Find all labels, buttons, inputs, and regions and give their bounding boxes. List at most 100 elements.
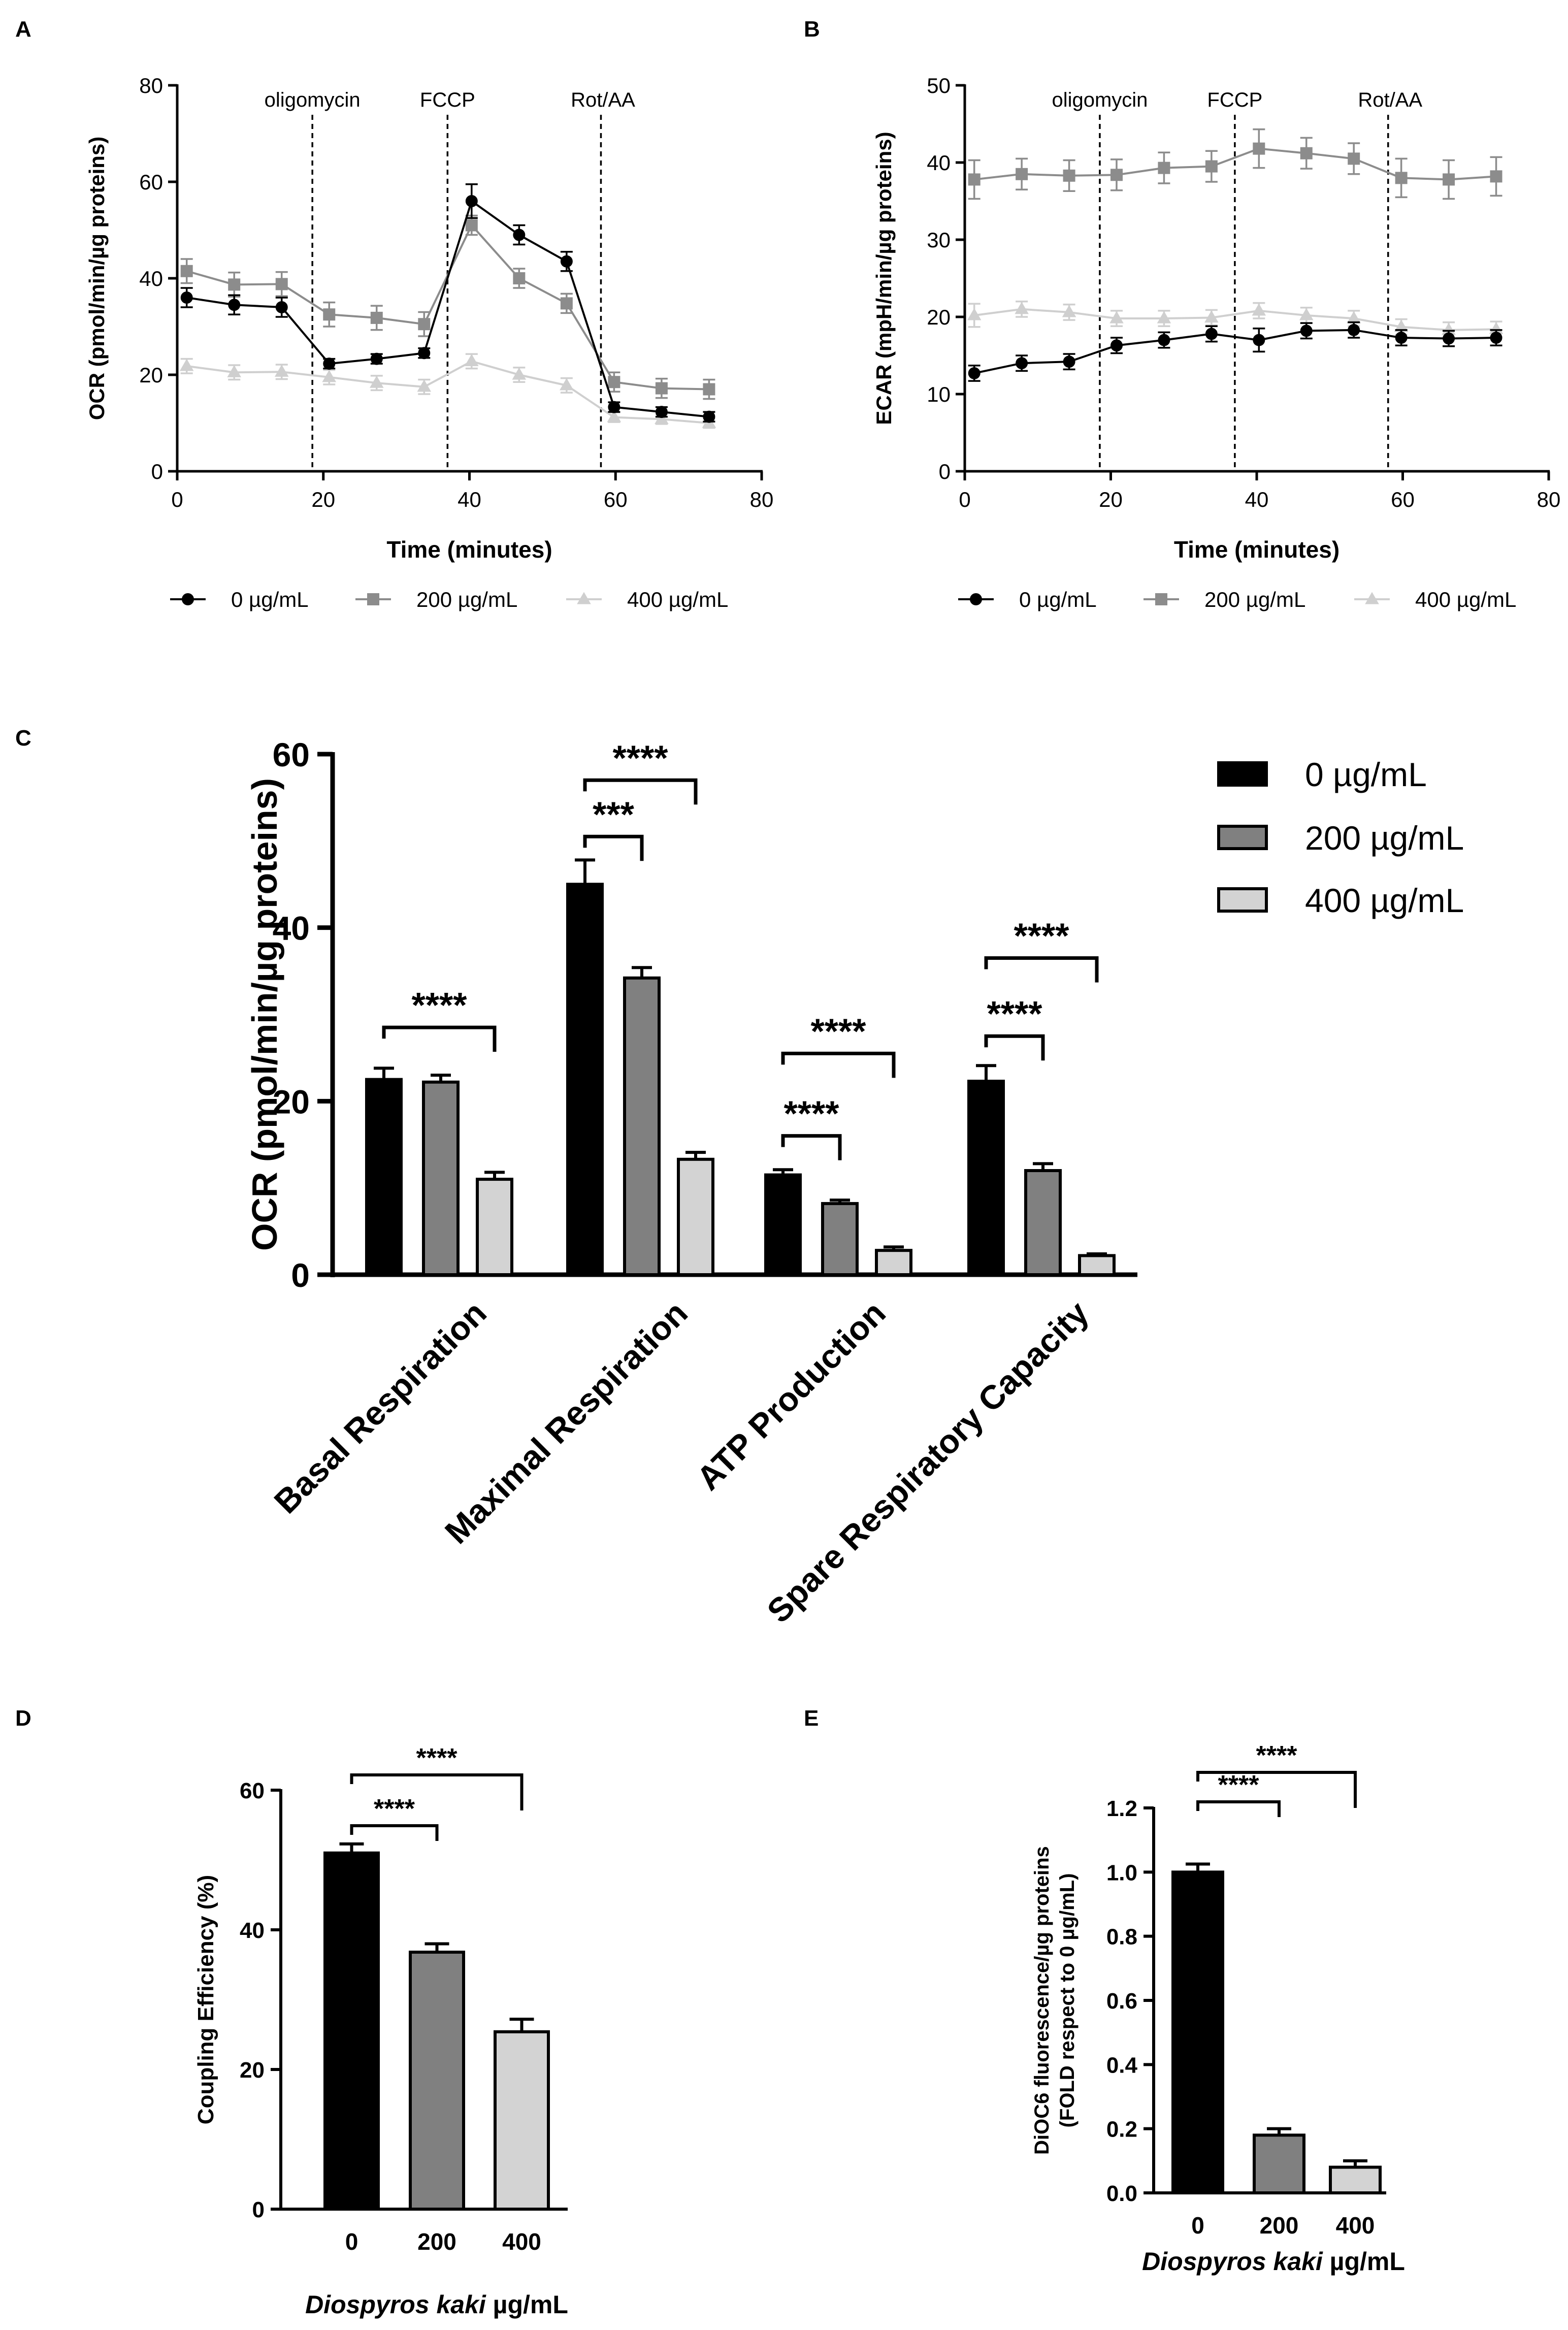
x-tick-label: 200 <box>417 2228 456 2255</box>
data-point <box>1015 302 1029 314</box>
y-tick-label: 80 <box>139 74 163 98</box>
significance-stars: **** <box>416 1743 458 1773</box>
x-axis-title: Time (minutes) <box>1174 536 1340 563</box>
x-tick-label: 0 <box>171 488 183 511</box>
y-axis-title: Coupling Efficiency (%) <box>193 1875 218 2124</box>
y-tick-label: 0 <box>151 460 163 483</box>
data-point <box>228 299 241 311</box>
significance-bracket: **** <box>984 916 1099 983</box>
y-axis-title: OCR (pmol/min/µg proteins) <box>85 137 109 420</box>
bracket-line <box>781 1051 896 1078</box>
significance-bracket: **** <box>350 1743 524 1810</box>
significance-stars: **** <box>1256 1741 1298 1770</box>
bar <box>494 2030 550 2211</box>
data-point <box>513 229 526 241</box>
data-point <box>560 297 573 310</box>
data-point <box>1205 160 1218 173</box>
legend-label: 0 µg/mL <box>1019 588 1097 611</box>
data-point <box>465 219 478 232</box>
bracket-line <box>382 1025 497 1052</box>
data-point <box>369 375 384 388</box>
data-point <box>1063 355 1075 368</box>
legend-swatch <box>1217 825 1268 850</box>
data-point <box>1300 147 1313 159</box>
data-point <box>1158 161 1170 174</box>
category-label: ATP Production <box>689 1294 893 1498</box>
significance-stars: *** <box>593 794 634 834</box>
data-point <box>1016 168 1028 180</box>
significance-bracket: **** <box>984 994 1045 1061</box>
bar <box>323 1851 380 2211</box>
legend-item: 400 µg/mL <box>1217 882 1464 919</box>
x-tick-label: 60 <box>1391 488 1415 511</box>
x-tick-label: 80 <box>1537 488 1561 511</box>
data-point <box>1489 321 1504 334</box>
legend-marker <box>367 593 379 605</box>
significance-bracket: **** <box>583 738 698 805</box>
legend-label: 0 µg/mL <box>231 588 309 611</box>
bar <box>1024 1169 1062 1276</box>
data-point <box>968 367 981 379</box>
y-tick-label: 60 <box>139 170 163 194</box>
y-tick-label: 0.4 <box>1106 2053 1138 2078</box>
legend-marker <box>970 593 982 605</box>
data-point <box>323 308 336 321</box>
data-point <box>1062 305 1076 317</box>
y-tick-label: 0 <box>291 1256 310 1294</box>
data-point <box>1443 173 1455 186</box>
bar <box>1329 2165 1382 2195</box>
injection-label: Rot/AA <box>571 89 635 111</box>
data-point <box>370 311 383 324</box>
significance-bracket: **** <box>781 1011 896 1078</box>
legend-label: 0 µg/mL <box>1305 756 1427 793</box>
data-point <box>1063 169 1075 182</box>
bar <box>967 1080 1005 1277</box>
y-tick-label: 0.0 <box>1106 2181 1137 2206</box>
injection-label: FCCP <box>420 89 475 111</box>
x-tick-label: 0 <box>959 488 970 511</box>
data-point <box>1347 311 1361 323</box>
legend-label: 200 µg/mL <box>1204 588 1305 611</box>
data-point <box>1443 332 1455 345</box>
bracket-line <box>350 1773 524 1810</box>
series-line <box>974 329 1496 374</box>
significance-stars: **** <box>374 1794 415 1824</box>
x-tick-label: 40 <box>458 488 481 511</box>
y-tick-label: 30 <box>927 228 951 252</box>
data-point <box>560 255 573 268</box>
significance-bracket: **** <box>1196 1741 1357 1808</box>
x-axis-title: Diospyros kaki µg/mL <box>1142 2247 1405 2276</box>
legend-item: 0 µg/mL <box>1217 756 1427 793</box>
data-point <box>703 383 715 396</box>
category-label: Spare Respiratory Capacity <box>760 1293 1096 1630</box>
data-point <box>370 352 383 365</box>
data-point <box>322 370 337 382</box>
y-tick-label: 0 <box>252 2197 265 2222</box>
data-point <box>655 406 668 418</box>
data-point <box>655 382 668 395</box>
data-point <box>1442 322 1456 335</box>
injection-label: FCCP <box>1207 89 1262 111</box>
y-tick-label: 50 <box>927 74 951 98</box>
data-point <box>1253 334 1265 346</box>
significance-stars: **** <box>412 985 468 1025</box>
legend-label: 400 µg/mL <box>1305 882 1464 919</box>
legend-label: 200 µg/mL <box>416 588 517 611</box>
bar <box>677 1157 714 1277</box>
legend-marker <box>182 593 194 605</box>
y-tick-label: 10 <box>927 382 951 406</box>
legend-label: 400 µg/mL <box>627 588 728 611</box>
data-point <box>227 365 242 377</box>
significance-bracket: **** <box>350 1794 439 1841</box>
x-axis-title-unit: µg/mL <box>1323 2247 1405 2276</box>
y-tick-label: 60 <box>240 1778 265 1803</box>
y-axis-title-line2: (FOLD respect to 0 µg/mL) <box>1056 1873 1079 2128</box>
data-point <box>1348 152 1360 165</box>
data-point <box>180 265 193 277</box>
data-point <box>1016 357 1028 370</box>
y-tick-label: 60 <box>273 736 310 773</box>
legend-label: 400 µg/mL <box>1415 588 1516 611</box>
data-point <box>968 173 981 186</box>
data-point <box>1204 310 1219 323</box>
panel-letter: E <box>804 1706 819 1731</box>
